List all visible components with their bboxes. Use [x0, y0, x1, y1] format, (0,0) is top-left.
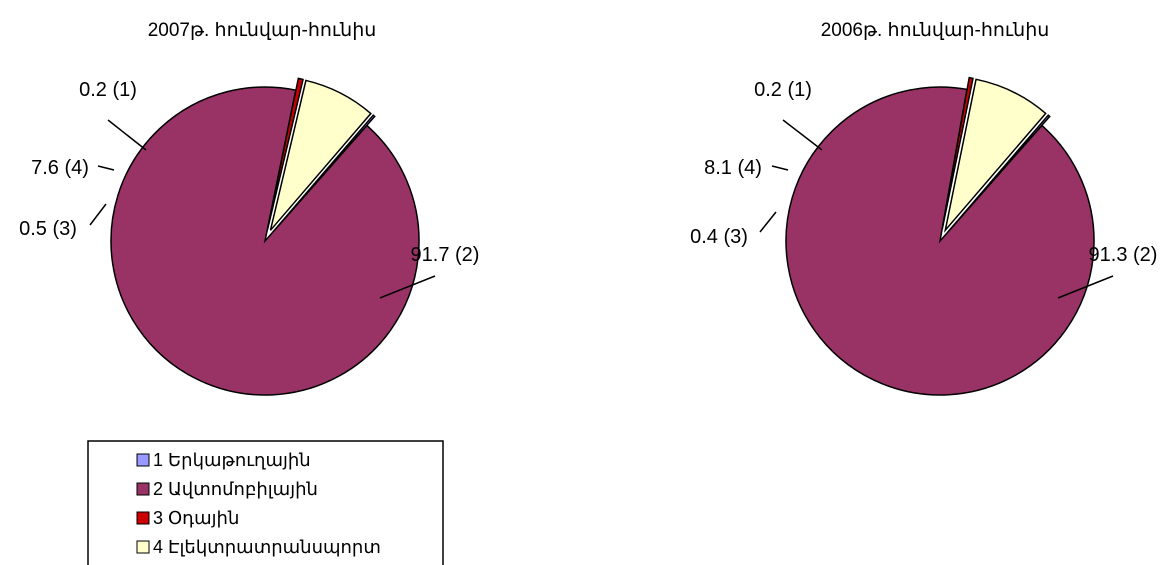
- data-label-2: 91.7 (2): [411, 244, 480, 266]
- legend-label: 4 Էլեկտրատրանսպորտ: [153, 537, 381, 557]
- chart-title: 2006թ. հունվար-հունիս: [821, 20, 1050, 41]
- data-label-4: 7.6 (4): [31, 157, 89, 179]
- leader-line-3: [89, 203, 107, 226]
- chart-title: 2007թ. հունվար-հունիս: [148, 20, 377, 41]
- legend-label: 3 Օդային: [153, 508, 239, 528]
- legend-label: 2 Ավտոմոբիլային: [153, 479, 318, 499]
- data-label-4: 8.1 (4): [704, 157, 762, 179]
- leader-line-4: [97, 165, 115, 171]
- leader-line-2: [379, 275, 436, 299]
- legend-item: 1 Երկաթուղային: [136, 450, 311, 470]
- leader-line-3: [759, 211, 777, 233]
- pie-slice-1: [947, 114, 1051, 233]
- legend-swatch: [136, 511, 150, 525]
- leader-line-1: [107, 119, 147, 151]
- pie-chart-2007: 2007թ. հունվար-հունիս 0.2 (1) 91.7 (2) 0.5…: [19, 20, 480, 396]
- data-label-1: 0.2 (1): [754, 79, 812, 101]
- pie-slice-3: [266, 77, 304, 230]
- leader-line-1: [782, 119, 823, 151]
- pie-slice-2: [110, 86, 420, 396]
- leader-line-2: [1057, 275, 1114, 299]
- legend-item: 2 Ավտոմոբիլային: [136, 479, 318, 499]
- pie-slice-4: [943, 78, 1047, 233]
- data-label-1: 0.2 (1): [79, 79, 137, 101]
- data-label-2: 91.3 (2): [1089, 244, 1158, 266]
- pie-slice-3: [941, 76, 974, 230]
- legend-swatch: [136, 540, 150, 554]
- pie-chart-2006: 2006թ. հունվար-հունիս 0.2 (1) 91.3 (2) 0.4…: [690, 20, 1158, 396]
- legend-label: 1 Երկաթուղային: [153, 450, 311, 470]
- legend-item: 4 Էլեկտրատրանսպորտ: [136, 537, 381, 557]
- data-label-3: 0.4 (3): [690, 226, 748, 248]
- pie-slice-1: [272, 114, 376, 233]
- leader-line-4: [771, 165, 789, 171]
- legend-swatch: [136, 453, 150, 467]
- legend: 1 Երկաթուղային 2 Ավտոմոբիլային 3 Օդային …: [87, 440, 444, 565]
- legend-swatch: [136, 482, 150, 496]
- pie-slice-4: [269, 79, 372, 231]
- pie-slice-2: [785, 86, 1095, 396]
- data-label-3: 0.5 (3): [19, 218, 77, 240]
- legend-item: 3 Օդային: [136, 508, 239, 528]
